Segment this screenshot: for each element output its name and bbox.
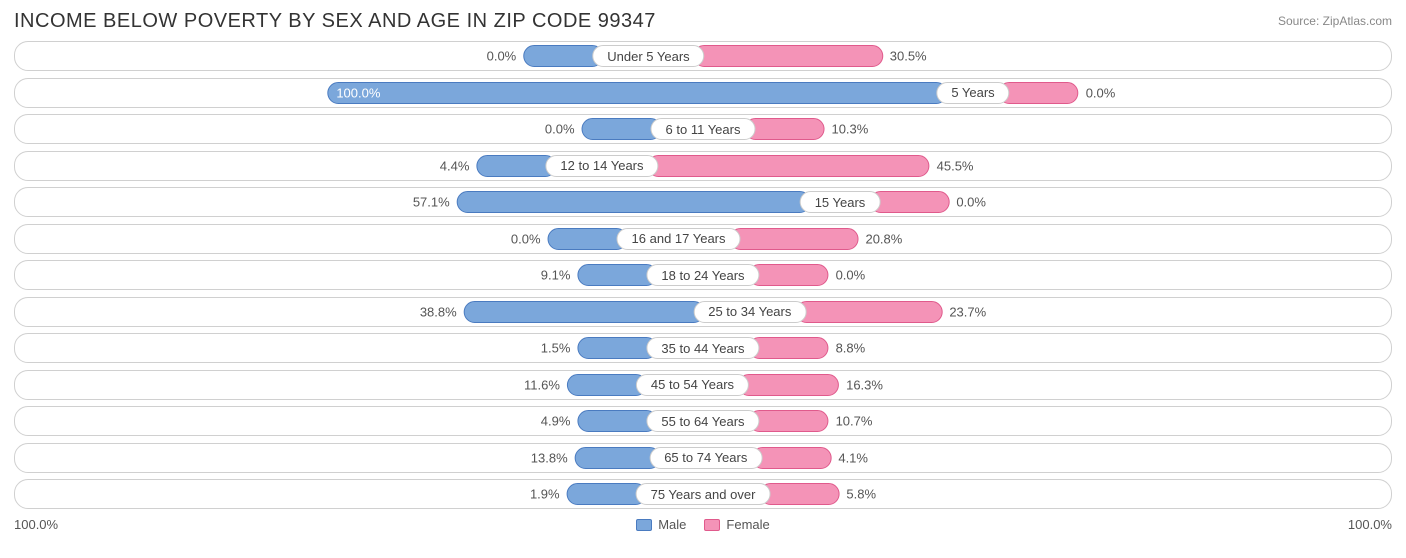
age-group-label: 6 to 11 Years <box>651 118 756 140</box>
legend-female: Female <box>704 517 769 532</box>
male-value-label: 0.0% <box>511 231 549 246</box>
female-value-label: 16.3% <box>838 377 883 392</box>
female-value-label: 10.3% <box>823 122 868 137</box>
female-value-label: 30.5% <box>882 49 927 64</box>
female-bar: 10.3% <box>744 118 824 140</box>
age-group-label: 18 to 24 Years <box>646 264 759 286</box>
female-value-label: 23.7% <box>941 304 986 319</box>
age-group-label: 15 Years <box>800 191 881 213</box>
chart-row: 4.9%55 to 64 Years10.7% <box>14 406 1392 436</box>
age-group-label: 5 Years <box>936 82 1009 104</box>
female-value-label: 45.5% <box>929 158 974 173</box>
chart-row: 9.1%18 to 24 Years0.0% <box>14 260 1392 290</box>
male-value-label: 1.9% <box>530 487 568 502</box>
male-value-label: 11.6% <box>524 377 568 392</box>
male-value-label: 13.8% <box>531 450 576 465</box>
chart-row: 11.6%45 to 54 Years16.3% <box>14 370 1392 400</box>
male-value-label: 4.4% <box>440 158 478 173</box>
chart-row: 57.1%15 Years0.0% <box>14 187 1392 217</box>
male-bar: 9.1% <box>577 264 657 286</box>
male-swatch-icon <box>636 519 652 531</box>
male-bar: 57.1% <box>457 191 811 213</box>
legend: Male Female <box>636 517 770 532</box>
female-value-label: 10.7% <box>828 414 873 429</box>
male-value-label: 1.5% <box>541 341 579 356</box>
male-bar: 38.8% <box>464 301 705 323</box>
female-bar: 10.7% <box>749 410 829 432</box>
female-bar: 0.0% <box>869 191 949 213</box>
age-group-label: 35 to 44 Years <box>646 337 759 359</box>
male-bar: 13.8% <box>575 447 661 469</box>
female-bar: 0.0% <box>749 264 829 286</box>
female-bar: 4.1% <box>751 447 831 469</box>
age-group-label: 12 to 14 Years <box>545 155 658 177</box>
male-value-label: 100.0% <box>336 85 380 100</box>
legend-female-label: Female <box>726 517 769 532</box>
female-bar: 16.3% <box>738 374 839 396</box>
male-bar: 4.9% <box>577 410 657 432</box>
age-group-label: 16 and 17 Years <box>617 228 741 250</box>
male-value-label: 9.1% <box>541 268 579 283</box>
female-value-label: 20.8% <box>857 231 902 246</box>
chart-title: INCOME BELOW POVERTY BY SEX AND AGE IN Z… <box>14 10 656 33</box>
chart-row: 1.9%75 Years and over5.8% <box>14 479 1392 509</box>
female-value-label: 5.8% <box>838 487 876 502</box>
chart-row: 13.8%65 to 74 Years4.1% <box>14 443 1392 473</box>
female-bar: 8.8% <box>749 337 829 359</box>
male-bar: 1.5% <box>577 337 657 359</box>
age-group-label: 65 to 74 Years <box>649 447 762 469</box>
female-value-label: 0.0% <box>948 195 986 210</box>
chart-row: 4.4%12 to 14 Years45.5% <box>14 151 1392 181</box>
male-value-label: 4.9% <box>541 414 579 429</box>
age-group-label: Under 5 Years <box>592 45 704 67</box>
age-group-label: 75 Years and over <box>636 483 771 505</box>
chart-row: 0.0%Under 5 Years30.5% <box>14 41 1392 71</box>
male-bar: 0.0% <box>582 118 662 140</box>
female-bar: 23.7% <box>795 301 942 323</box>
male-bar: 11.6% <box>567 374 647 396</box>
age-group-label: 45 to 54 Years <box>636 374 749 396</box>
female-value-label: 4.1% <box>830 450 868 465</box>
chart-row: 0.0%6 to 11 Years10.3% <box>14 114 1392 144</box>
male-value-label: 0.0% <box>545 122 583 137</box>
female-swatch-icon <box>704 519 720 531</box>
male-bar: 100.0% <box>327 82 947 104</box>
female-bar: 30.5% <box>694 45 883 67</box>
legend-male: Male <box>636 517 686 532</box>
male-bar: 1.9% <box>567 483 647 505</box>
female-bar: 20.8% <box>730 228 859 250</box>
chart-source: Source: ZipAtlas.com <box>1278 14 1392 28</box>
legend-male-label: Male <box>658 517 686 532</box>
female-value-label: 0.0% <box>828 268 866 283</box>
female-value-label: 8.8% <box>828 341 866 356</box>
chart-row: 38.8%25 to 34 Years23.7% <box>14 297 1392 327</box>
chart-row: 0.0%16 and 17 Years20.8% <box>14 224 1392 254</box>
chart-row: 100.0%5 Years0.0% <box>14 78 1392 108</box>
female-bar: 0.0% <box>999 82 1079 104</box>
male-bar: 0.0% <box>548 228 628 250</box>
female-bar: 45.5% <box>648 155 930 177</box>
male-value-label: 38.8% <box>420 304 465 319</box>
male-bar: 0.0% <box>523 45 603 67</box>
chart-row: 1.5%35 to 44 Years8.8% <box>14 333 1392 363</box>
male-value-label: 57.1% <box>413 195 458 210</box>
age-group-label: 55 to 64 Years <box>646 410 759 432</box>
female-value-label: 0.0% <box>1078 85 1116 100</box>
axis-max-label: 100.0% <box>1348 517 1392 532</box>
male-value-label: 0.0% <box>487 49 525 64</box>
axis-min-label: 100.0% <box>14 517 58 532</box>
age-group-label: 25 to 34 Years <box>693 301 806 323</box>
male-bar: 4.4% <box>476 155 556 177</box>
diverging-bar-chart: 0.0%Under 5 Years30.5%100.0%5 Years0.0%0… <box>14 41 1392 509</box>
female-bar: 5.8% <box>759 483 839 505</box>
